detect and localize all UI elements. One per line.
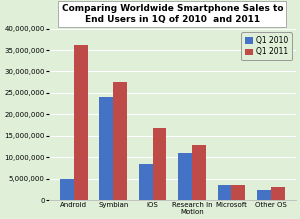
Legend: Q1 2010, Q1 2011: Q1 2010, Q1 2011 xyxy=(242,32,292,60)
Bar xyxy=(139,164,153,200)
Bar xyxy=(192,145,206,200)
Bar xyxy=(178,153,192,200)
Title: Comparing Worldwide Smartphone Sales to
End Users in 1Q of 2010  and 2011: Comparing Worldwide Smartphone Sales to … xyxy=(61,4,283,24)
Bar xyxy=(100,97,113,200)
Bar xyxy=(153,128,166,200)
Bar xyxy=(60,179,74,200)
Bar xyxy=(218,185,231,200)
Bar xyxy=(257,190,271,200)
Bar xyxy=(271,187,285,200)
Bar xyxy=(74,45,88,200)
Bar xyxy=(231,185,245,200)
Bar xyxy=(113,82,127,200)
